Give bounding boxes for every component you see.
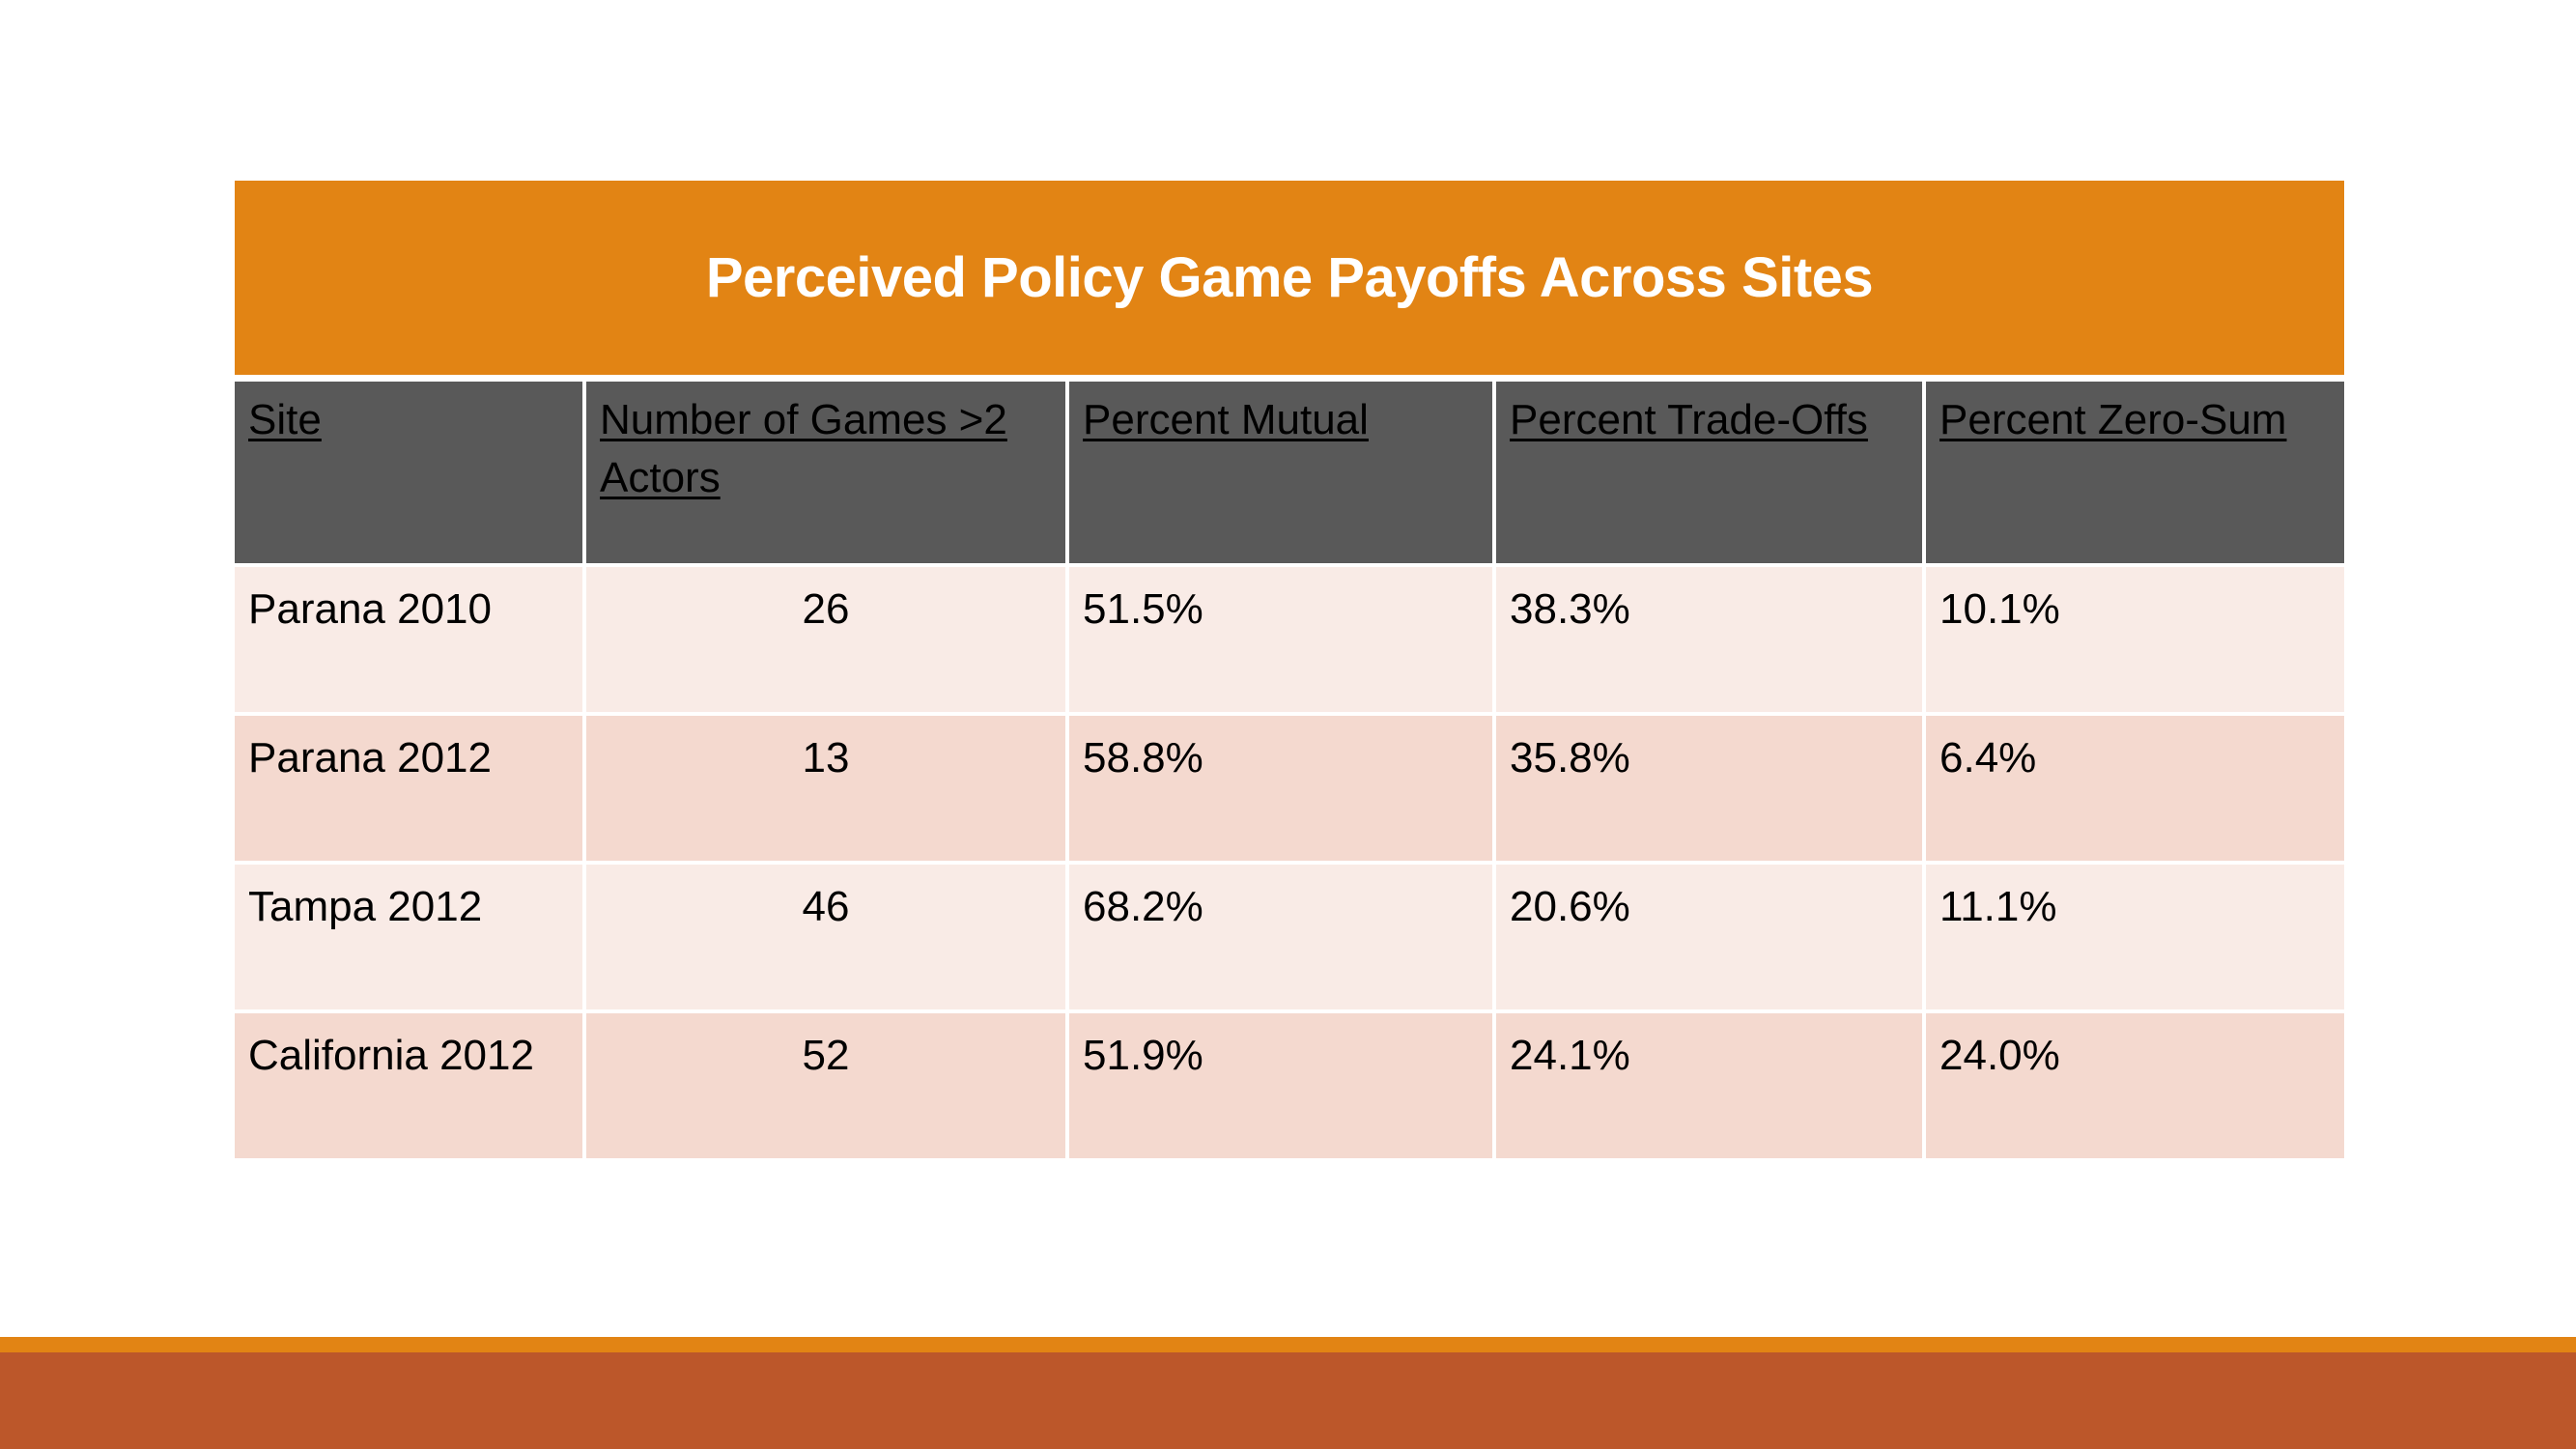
header-number-of-games: Number of Games >2 Actors <box>582 382 1069 567</box>
table-row: Parana 2012 13 58.8% 35.8% 6.4% <box>235 712 2344 865</box>
cell-percent-trade-offs: 20.6% <box>1492 861 1926 1013</box>
header-row: Site Number of Games >2 Actors Percent M… <box>235 382 2344 567</box>
table-row: Parana 2010 26 51.5% 38.3% 10.1% <box>235 563 2344 716</box>
cell-percent-mutual: 58.8% <box>1065 712 1496 865</box>
cell-percent-trade-offs: 35.8% <box>1492 712 1926 865</box>
cell-number-of-games: 26 <box>582 563 1069 716</box>
cell-site: Tampa 2012 <box>235 861 586 1013</box>
payoffs-table: Perceived Policy Game Payoffs Across Sit… <box>235 181 2344 1162</box>
header-site: Site <box>235 382 586 567</box>
header-percent-zero-sum: Percent Zero-Sum <box>1922 382 2344 567</box>
cell-percent-mutual: 51.9% <box>1065 1009 1496 1162</box>
bottom-footer-band <box>0 1352 2576 1449</box>
cell-percent-zero-sum: 10.1% <box>1922 563 2344 716</box>
cell-site: Parana 2010 <box>235 563 586 716</box>
data-table: Site Number of Games >2 Actors Percent M… <box>235 382 2344 1162</box>
table-title-bar: Perceived Policy Game Payoffs Across Sit… <box>235 181 2344 375</box>
bottom-accent-stripe <box>0 1337 2576 1352</box>
cell-percent-zero-sum: 11.1% <box>1922 861 2344 1013</box>
table-title: Perceived Policy Game Payoffs Across Sit… <box>705 246 1874 309</box>
cell-percent-zero-sum: 6.4% <box>1922 712 2344 865</box>
cell-number-of-games: 13 <box>582 712 1069 865</box>
cell-site: Parana 2012 <box>235 712 586 865</box>
cell-number-of-games: 52 <box>582 1009 1069 1162</box>
cell-percent-mutual: 68.2% <box>1065 861 1496 1013</box>
cell-percent-trade-offs: 24.1% <box>1492 1009 1926 1162</box>
cell-percent-trade-offs: 38.3% <box>1492 563 1926 716</box>
cell-percent-zero-sum: 24.0% <box>1922 1009 2344 1162</box>
table-row: California 2012 52 51.9% 24.1% 24.0% <box>235 1009 2344 1162</box>
header-percent-mutual: Percent Mutual <box>1065 382 1496 567</box>
cell-site: California 2012 <box>235 1009 586 1162</box>
cell-number-of-games: 46 <box>582 861 1069 1013</box>
cell-percent-mutual: 51.5% <box>1065 563 1496 716</box>
header-percent-trade-offs: Percent Trade-Offs <box>1492 382 1926 567</box>
table-row: Tampa 2012 46 68.2% 20.6% 11.1% <box>235 861 2344 1013</box>
